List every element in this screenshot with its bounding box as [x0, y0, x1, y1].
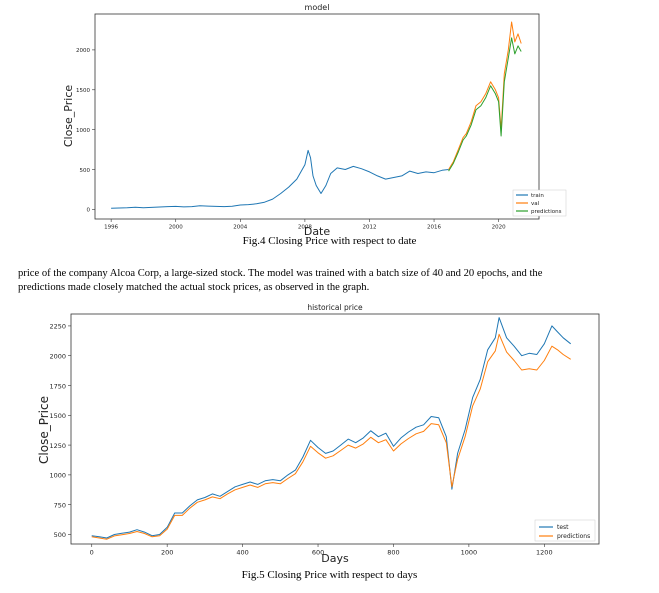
chart1-xlabel: Date [304, 225, 331, 238]
paragraph-line-1: price of the company Alcoa Corp, a large… [18, 268, 543, 279]
chart2-ytick-label: 750 [54, 501, 66, 509]
chart2-frame [70, 313, 600, 545]
chart2-xtick-label: 200 [161, 549, 173, 557]
chart1-xtick-label: 1996 [104, 225, 118, 231]
chart2-series-test [91, 317, 572, 539]
chart1-ytick-label: 2000 [76, 48, 90, 54]
chart2-xtick-label: 1000 [461, 549, 478, 557]
chart2-xlabel: Days [321, 552, 349, 565]
chart2-series-predictions [91, 333, 571, 540]
chart2-title: historical price [307, 303, 363, 312]
chart2-xtick-label: 0 [90, 549, 94, 557]
chart1-legend-predictions: predictions [531, 209, 562, 215]
chart2-ytick-label: 1250 [49, 442, 66, 450]
chart1-ytick-label: 0 [87, 208, 91, 214]
chart2-ylabel: Close_Price [37, 396, 51, 464]
chart1-legend: train val predictions [512, 189, 567, 217]
chart1-xtick-label: 2020 [492, 225, 506, 231]
chart2-ytick-label: 500 [54, 531, 66, 539]
chart1-series-predictions [448, 37, 522, 172]
chart2-legend: test predictions [534, 519, 596, 542]
chart2-legend-test: test [557, 524, 569, 531]
chart2-ytick-label: 2250 [49, 323, 66, 331]
chart1-legend-val: val [531, 201, 540, 207]
chart1-xtick-label: 2016 [427, 225, 441, 231]
paragraph-line-2: predictions made closely matched the act… [18, 282, 370, 293]
chart1-xtick-label: 2008 [298, 225, 312, 231]
chart2-ticks: 0 200 400 600 800 1000 1200 500 750 1000 1250 1500 1… [49, 323, 552, 557]
chart-historical-price: historical price Close_Price Days 0 200 40… [37, 303, 600, 565]
chart1-ytick-label: 1500 [76, 88, 90, 94]
chart1-ytick-label: 500 [80, 168, 91, 174]
chart1-ytick-label: 1000 [76, 128, 90, 134]
chart2-ytick-label: 1500 [49, 412, 66, 420]
chart1-xtick-label: 2012 [362, 225, 376, 231]
chart2-xtick-label: 600 [312, 549, 324, 557]
chart1-ticks: 1996 2000 2004 2008 2012 2016 2020 0 500 1000 1500… [76, 48, 506, 230]
chart1-series-train [111, 149, 449, 209]
chart2-xtick-label: 1200 [536, 549, 553, 557]
chart1-title: model [305, 3, 330, 12]
fig5-caption: Fig.5 Closing Price with respect to days [241, 569, 418, 581]
chart-model: model Close_Price Date 1996 2000 2004 2008 2… [62, 3, 567, 238]
chart1-series-val [448, 21, 522, 170]
chart2-lines [91, 317, 572, 540]
chart2-xtick-label: 400 [236, 549, 248, 557]
chart1-xtick-label: 2004 [233, 225, 247, 231]
chart1-lines [111, 21, 522, 209]
chart1-legend-train: train [531, 193, 544, 199]
chart2-ytick-label: 1750 [49, 382, 66, 390]
chart2-legend-predictions: predictions [557, 533, 590, 540]
fig4-caption: Fig.4 Closing Price with respect to date [242, 235, 417, 247]
body-paragraph: price of the company Alcoa Corp, a large… [18, 267, 638, 295]
chart1-frame [94, 13, 540, 220]
chart1-ylabel: Close_Price [62, 85, 75, 148]
chart2-xtick-label: 800 [387, 549, 399, 557]
chart2-ytick-label: 2000 [49, 352, 66, 360]
chart1-xtick-label: 2000 [169, 225, 183, 231]
chart2-ytick-label: 1000 [49, 472, 66, 480]
